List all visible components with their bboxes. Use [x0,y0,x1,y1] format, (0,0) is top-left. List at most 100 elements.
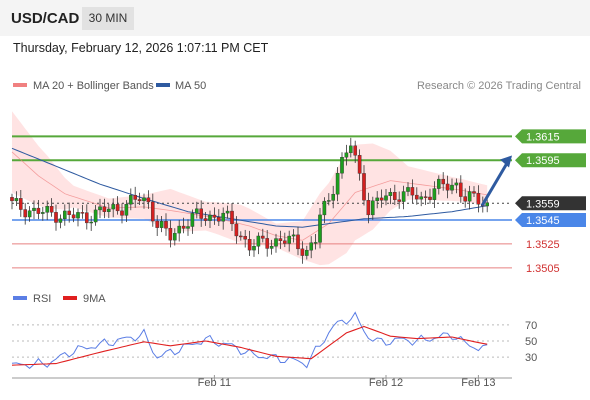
ma50-line [11,147,488,228]
candle-body [234,223,239,237]
rsi-line [11,311,488,369]
candle-body [410,187,415,196]
candle-body [415,194,419,200]
candle-body [208,214,212,221]
candle-body [335,172,340,195]
candle-body [14,198,19,202]
candle-body [238,235,243,238]
candle-body [401,191,406,202]
candle-body [467,191,472,202]
current-price-label: 1.3559 [526,198,560,210]
candle-body [19,198,23,210]
candle-body [309,242,314,251]
candle-body [406,187,410,192]
resistance-level-label: 1.3615 [526,131,560,143]
watermark-text: Research © 2026 Trading Central [417,80,581,92]
candle-body [230,210,234,225]
legend-swatch-ma20 [13,83,27,87]
candle-body [305,249,309,256]
projection-arrow [480,160,510,207]
candle-body [344,152,349,158]
candle-body [212,214,217,218]
candle-body [128,195,133,205]
candle-body [379,197,384,201]
candle-body [476,193,481,205]
candle-body [269,245,274,249]
candle-body [63,210,67,220]
top-bar: USD/CAD 30 MIN [0,0,590,36]
pivot-level-label: 1.3545 [526,215,560,227]
candle-body [67,210,71,215]
candle-body [221,212,226,222]
candle-body [459,182,463,197]
candle-body [194,208,199,214]
candle-body [419,196,424,200]
x-axis-tick-label: Feb 11 [198,377,231,389]
candle-body [98,206,102,211]
candle-body [76,212,80,219]
candle-body [120,210,124,216]
symbol-label: USD/CAD [11,10,80,27]
x-axis-tick-label: Feb 13 [461,377,495,389]
candle-body [261,235,265,239]
candle-body [45,206,49,213]
pivot-level-label-box [515,213,586,228]
candle-body [41,212,45,214]
candle-body [423,196,428,198]
candle-body [322,200,327,216]
candle-body [331,193,336,201]
candle-body [164,221,168,229]
legend-label-9ma: 9MA [83,293,106,305]
rsi-tick-label: 50 [525,336,537,348]
candle-body [106,208,111,212]
candle-body [450,184,454,191]
x-axis-tick-label: Feb 12 [369,377,403,389]
candle-body [49,206,54,213]
candle-body [357,155,362,174]
candle-body [428,196,432,200]
candle-body [252,246,256,251]
rsi-ma-line [11,325,488,366]
candle-body [186,226,190,229]
candle-body [23,209,28,218]
candle-body [454,182,459,186]
candle-body [318,214,322,243]
candle-body [256,235,261,247]
candle-body [375,197,380,202]
candle-body [89,221,93,224]
candle-body [366,200,371,216]
candle-body [291,234,296,237]
candle-body [243,236,248,240]
candle-body [168,227,173,241]
candle-body [32,207,36,211]
legend-label-rsi: RSI [33,293,51,305]
timeframe-button[interactable]: 30 MIN [82,7,134,30]
legend-swatch-rsi [13,296,27,300]
legend-swatch-9ma [63,296,77,300]
legend-label-ma20: MA 20 + Bollinger Bands [33,80,154,92]
candle-body [199,208,204,219]
candle-body [327,200,331,202]
candle-body [388,192,393,196]
timestamp-label: Thursday, February 12, 2026 1:07:11 PM C… [13,41,269,55]
candle-body [36,207,41,214]
resistance-level-label: 1.3595 [526,155,560,167]
candle-body [203,218,208,221]
candle-body [362,173,366,201]
candle-body [111,204,115,210]
candle-body [102,206,107,212]
candle-body [177,225,182,234]
bollinger-band [12,111,488,266]
legend-swatch-ma50 [156,83,170,87]
candle-body [393,192,397,200]
candle-body [124,203,129,216]
rsi-tick-label: 70 [525,320,537,332]
candle-body [287,235,292,244]
candle-body [296,234,300,250]
candle-body [93,209,98,223]
candle-body [137,199,142,202]
candle-body [247,239,252,251]
candle-body [216,217,221,222]
candle-body [115,204,120,212]
projection-arrow-head [500,155,512,168]
